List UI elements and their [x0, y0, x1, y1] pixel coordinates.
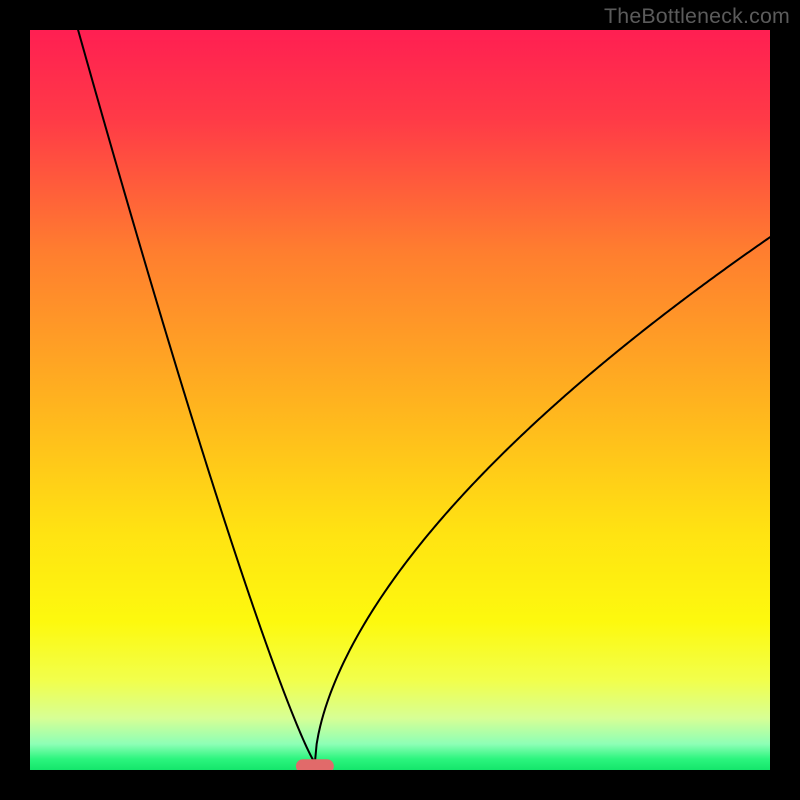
watermark-text: TheBottleneck.com [604, 4, 790, 29]
chart-svg [0, 0, 800, 800]
gradient-background [30, 30, 770, 770]
chart-frame: TheBottleneck.com [0, 0, 800, 800]
